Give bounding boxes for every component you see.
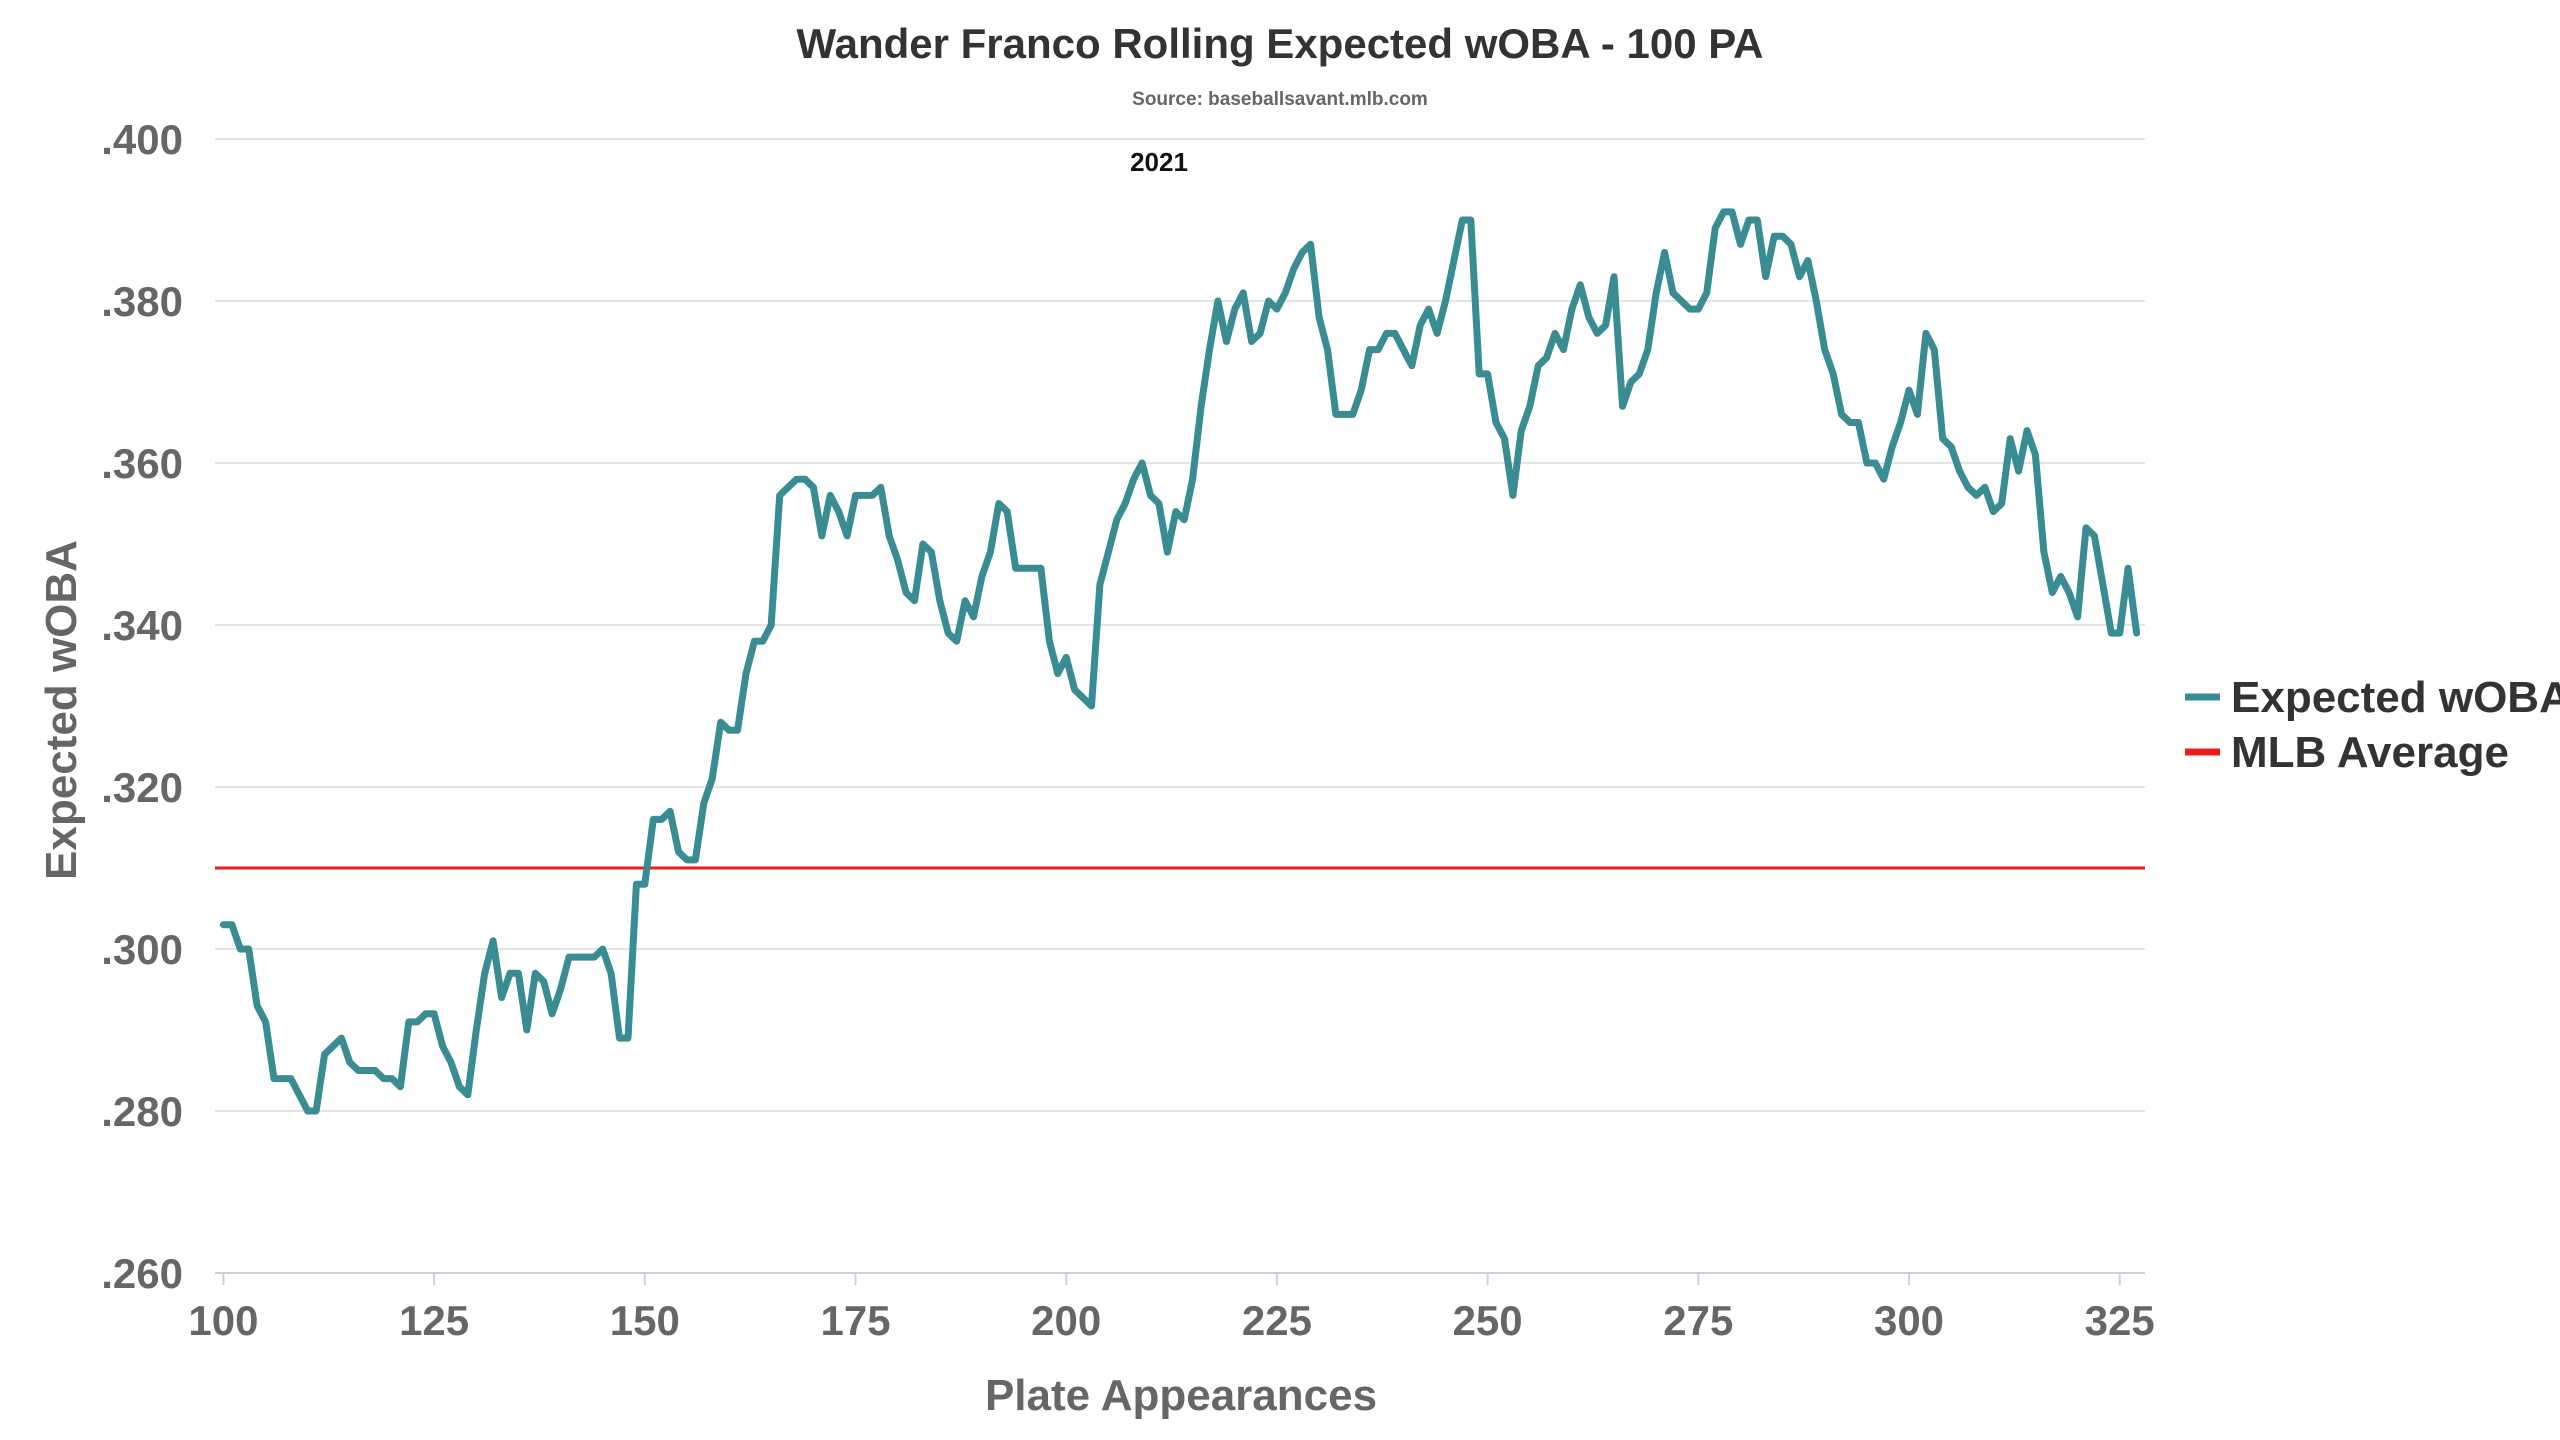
legend[interactable]: Expected wOBA MLB Average [2185,673,2560,777]
x-tick-label: 325 [2085,1297,2155,1344]
y-tick-label: .280 [101,1088,183,1135]
x-tick-label: 150 [610,1297,680,1344]
x-tick-label: 125 [399,1297,469,1344]
x-tick-label: 300 [1874,1297,1944,1344]
y-tick-labels: .260 .280 .300 .320 .340 .360 .380 .400 [101,116,183,1297]
y-tick-label: .260 [101,1250,183,1297]
expected-woba-line [219,208,2141,1115]
chart-subtitle: Source: baseballsavant.mlb.com [1132,89,1428,110]
y-tick-label: .340 [101,602,183,649]
x-tick-label: 250 [1453,1297,1523,1344]
legend-item-mlb-average[interactable]: MLB Average [2185,728,2509,777]
x-tick-label: 200 [1031,1297,1101,1344]
x-tick-label: 225 [1242,1297,1312,1344]
legend-label-mlb-average: MLB Average [2231,728,2509,777]
year-annotation: 2021 [1130,147,1188,177]
legend-item-expected-woba[interactable]: Expected wOBA [2185,673,2560,722]
y-tick-label: .320 [101,764,183,811]
x-tick-label: 275 [1663,1297,1733,1344]
y-tick-label: .380 [101,278,183,325]
series-layer [219,208,2141,1115]
y-gridlines [215,138,2145,1112]
x-tick-label: 175 [820,1297,890,1344]
y-tick-label: .400 [101,116,183,163]
y-tick-label: .300 [101,926,183,973]
y-tick-label: .360 [101,440,183,487]
x-tick-labels: 100 125 150 175 200 225 250 275 300 325 [188,1273,2155,1344]
y-axis-title: Expected wOBA [37,540,86,880]
x-tick-label: 100 [188,1297,258,1344]
legend-label-expected-woba: Expected wOBA [2231,673,2560,722]
x-axis-title: Plate Appearances [985,1371,1377,1420]
chart-title: Wander Franco Rolling Expected wOBA - 10… [797,20,1764,67]
